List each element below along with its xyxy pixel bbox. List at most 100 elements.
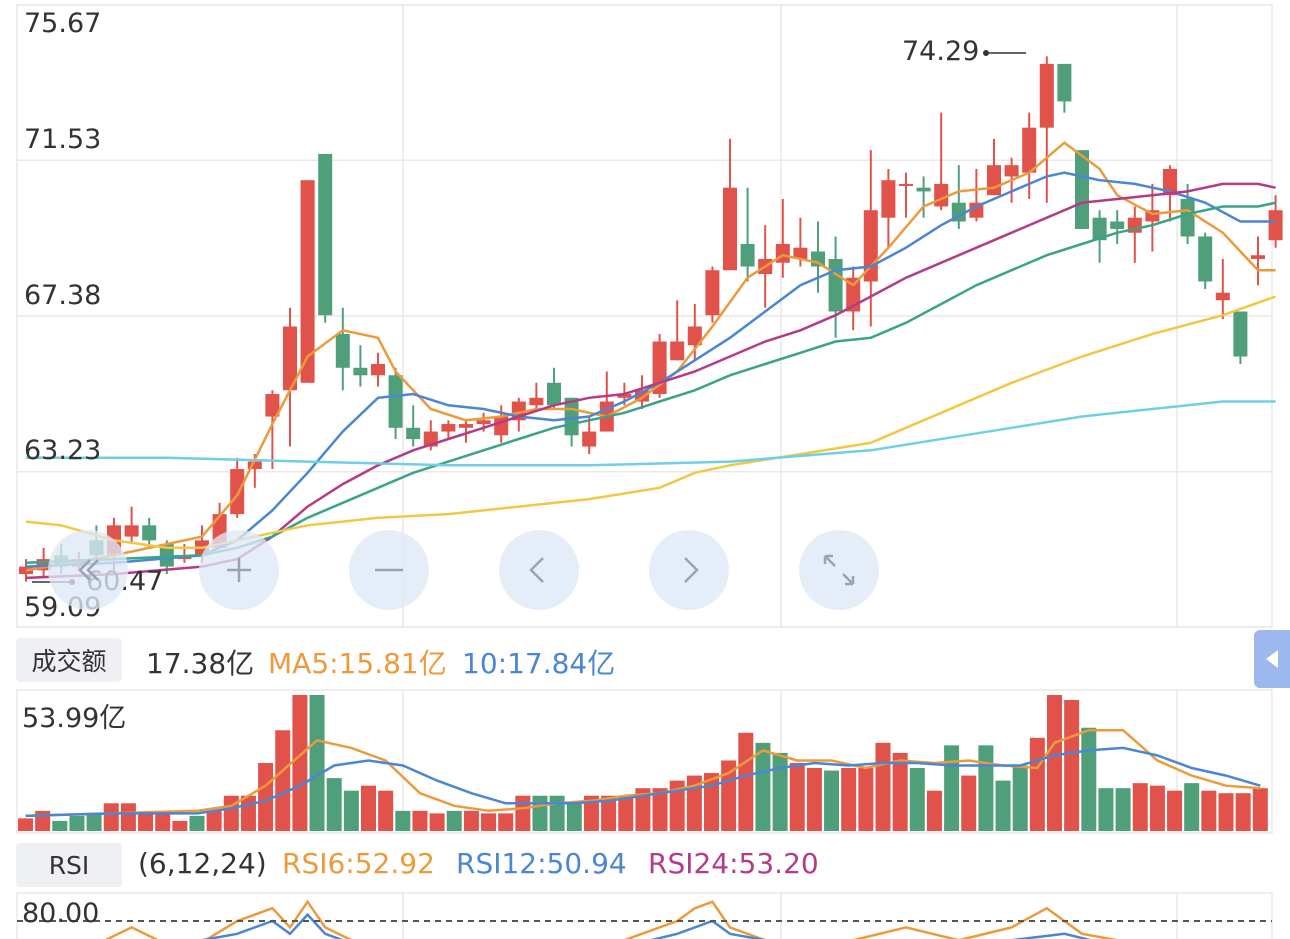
volume-bar bbox=[446, 810, 462, 831]
volume-bar bbox=[395, 810, 411, 831]
candle-body bbox=[1057, 63, 1072, 102]
volume-bar bbox=[652, 788, 668, 831]
candle-body bbox=[687, 326, 702, 346]
candle-body bbox=[265, 394, 280, 417]
volume-bar bbox=[86, 813, 102, 831]
volume-bar bbox=[738, 732, 754, 831]
volume-bar bbox=[69, 815, 85, 831]
candle-body bbox=[987, 165, 1001, 196]
volume-bar bbox=[1167, 790, 1183, 831]
volume-bar bbox=[120, 803, 136, 831]
scroll-right-button[interactable] bbox=[649, 530, 729, 610]
volume-bar bbox=[875, 742, 891, 831]
volume-bar bbox=[1252, 788, 1268, 831]
volume-bar bbox=[721, 760, 737, 831]
volume-bar bbox=[463, 810, 479, 831]
volume-bar bbox=[909, 768, 925, 831]
volume-bar bbox=[961, 775, 977, 831]
volume-ma10-value: 10:17.84亿 bbox=[462, 647, 616, 680]
plus-icon bbox=[227, 558, 251, 582]
candle-body bbox=[1180, 198, 1195, 237]
candle-body bbox=[318, 153, 333, 316]
candle-body bbox=[969, 202, 984, 218]
ma-line-ma120 bbox=[26, 400, 1276, 467]
price-axis-label: 67.38 bbox=[24, 280, 102, 311]
rsi6-value: RSI6:52.92 bbox=[282, 847, 435, 880]
candle-body bbox=[899, 183, 913, 186]
volume-bar bbox=[1047, 695, 1062, 831]
volume-bar bbox=[755, 742, 771, 831]
volume-bar bbox=[1098, 788, 1114, 831]
candle-body bbox=[1022, 127, 1037, 173]
candle-body bbox=[1233, 311, 1248, 357]
high-price-label: 74.29 bbox=[902, 36, 980, 67]
candle-body bbox=[740, 243, 755, 267]
volume-bar bbox=[841, 768, 857, 831]
rsi24-value: RSI24:53.20 bbox=[648, 847, 819, 880]
volume-bar bbox=[412, 810, 428, 831]
candle-body bbox=[1092, 217, 1107, 241]
collapse-side-panel-button[interactable] bbox=[1254, 630, 1290, 688]
candle-body bbox=[124, 525, 139, 537]
volume-bar bbox=[292, 695, 308, 831]
candle-body bbox=[1075, 150, 1089, 229]
candle-body bbox=[828, 258, 843, 312]
candle-body bbox=[230, 469, 245, 515]
volume-max-label: 53.99亿 bbox=[22, 703, 127, 734]
volume-bar bbox=[258, 762, 274, 831]
volume-bar bbox=[223, 795, 239, 831]
ma-line-ma60 bbox=[25, 295, 1277, 550]
volume-bar bbox=[944, 745, 960, 831]
fullscreen-button[interactable] bbox=[799, 530, 879, 610]
price-axis-label: 63.23 bbox=[24, 435, 102, 466]
chevron-right-icon bbox=[684, 557, 699, 583]
volume-bar bbox=[789, 762, 805, 831]
candle-body bbox=[705, 270, 720, 316]
volume-bar bbox=[1132, 783, 1148, 831]
volume-bar bbox=[515, 795, 531, 831]
candle-body bbox=[1163, 168, 1177, 196]
volume-bar bbox=[309, 695, 325, 831]
candle-body bbox=[247, 461, 262, 470]
candles-layer bbox=[19, 56, 1283, 582]
volume-bar bbox=[18, 818, 33, 831]
volume-bar bbox=[498, 813, 514, 831]
volume-bar bbox=[189, 815, 205, 831]
candle-body bbox=[1268, 210, 1283, 241]
volume-bar bbox=[240, 795, 256, 831]
volume-bar bbox=[566, 803, 582, 831]
volume-bar bbox=[824, 770, 840, 831]
candle-body bbox=[934, 183, 949, 207]
rsi-params: (6,12,24) bbox=[138, 847, 267, 880]
volume-bar bbox=[892, 752, 908, 831]
rsi-tab[interactable]: RSI bbox=[16, 843, 122, 887]
volume-bar bbox=[978, 745, 994, 831]
candle-body bbox=[1145, 210, 1160, 222]
candle-body bbox=[283, 326, 297, 391]
zoom-out-button[interactable] bbox=[349, 530, 429, 610]
candle-body bbox=[723, 187, 737, 271]
volume-panel-frame bbox=[16, 689, 1273, 834]
candle-body bbox=[617, 394, 632, 398]
candle-body bbox=[547, 382, 561, 406]
volume-bar bbox=[1115, 788, 1131, 831]
volume-bar bbox=[532, 795, 548, 831]
volume-bar bbox=[206, 810, 222, 831]
volume-bar bbox=[926, 790, 942, 831]
scroll-to-start-button[interactable] bbox=[48, 530, 128, 610]
volume-bar bbox=[1081, 727, 1097, 831]
candle-body bbox=[353, 367, 368, 376]
price-axis-label: 71.53 bbox=[24, 124, 102, 155]
triangle-left-icon bbox=[1266, 650, 1278, 668]
volume-tab[interactable]: 成交额 bbox=[16, 638, 122, 682]
zoom-in-button[interactable] bbox=[199, 530, 279, 610]
candle-body bbox=[441, 424, 456, 432]
candle-body bbox=[1251, 255, 1265, 259]
rsi-80-label: 80.00 bbox=[22, 898, 100, 929]
candle-body bbox=[388, 375, 403, 428]
rsi-line-rsi12 bbox=[201, 912, 1092, 939]
scroll-left-button[interactable] bbox=[499, 530, 579, 610]
ma-line-ma20 bbox=[25, 182, 1276, 580]
volume-bar bbox=[172, 820, 188, 831]
